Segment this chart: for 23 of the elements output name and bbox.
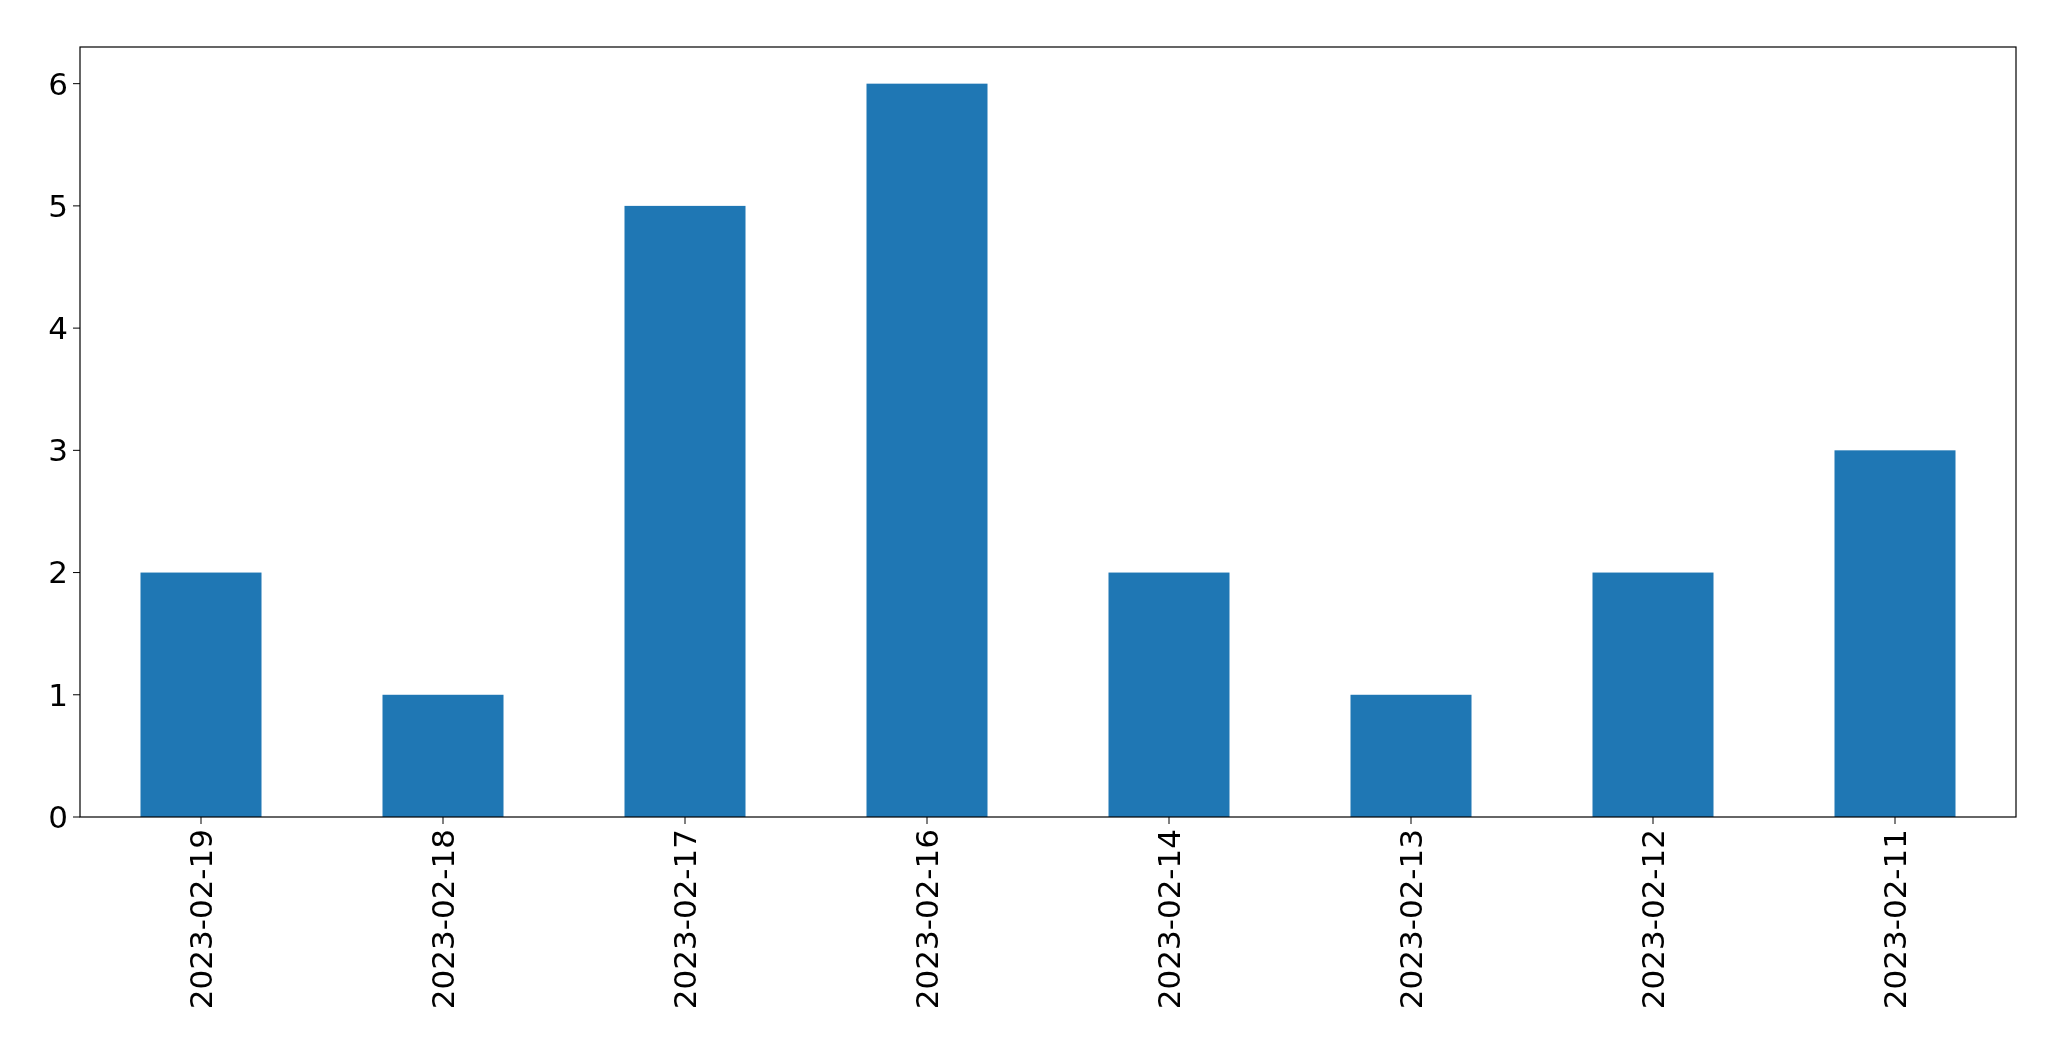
bar bbox=[1592, 572, 1714, 817]
x-tick-label: 2023-02-16 bbox=[908, 829, 945, 1010]
x-tick-label: 2023-02-19 bbox=[182, 829, 219, 1010]
x-tick-label: 2023-02-12 bbox=[1634, 829, 1671, 1010]
y-tick-label: 3 bbox=[48, 432, 68, 469]
y-tick-label: 2 bbox=[48, 554, 68, 591]
bar bbox=[382, 694, 504, 817]
y-tick-label: 4 bbox=[48, 309, 68, 346]
x-tick-label: 2023-02-18 bbox=[424, 829, 461, 1010]
bar bbox=[1834, 450, 1956, 817]
bar bbox=[1108, 572, 1230, 817]
y-tick-label: 1 bbox=[48, 676, 68, 713]
bar bbox=[140, 572, 262, 817]
y-tick-label: 6 bbox=[48, 65, 68, 102]
bar bbox=[624, 205, 746, 817]
x-tick-label: 2023-02-13 bbox=[1392, 829, 1429, 1010]
bar bbox=[1350, 694, 1472, 817]
x-tick-label: 2023-02-14 bbox=[1150, 829, 1187, 1010]
x-tick-label: 2023-02-17 bbox=[666, 829, 703, 1010]
y-tick-label: 5 bbox=[48, 187, 68, 224]
y-tick-label: 0 bbox=[48, 798, 68, 835]
bar bbox=[866, 83, 988, 817]
x-tick-label: 2023-02-11 bbox=[1876, 829, 1913, 1010]
